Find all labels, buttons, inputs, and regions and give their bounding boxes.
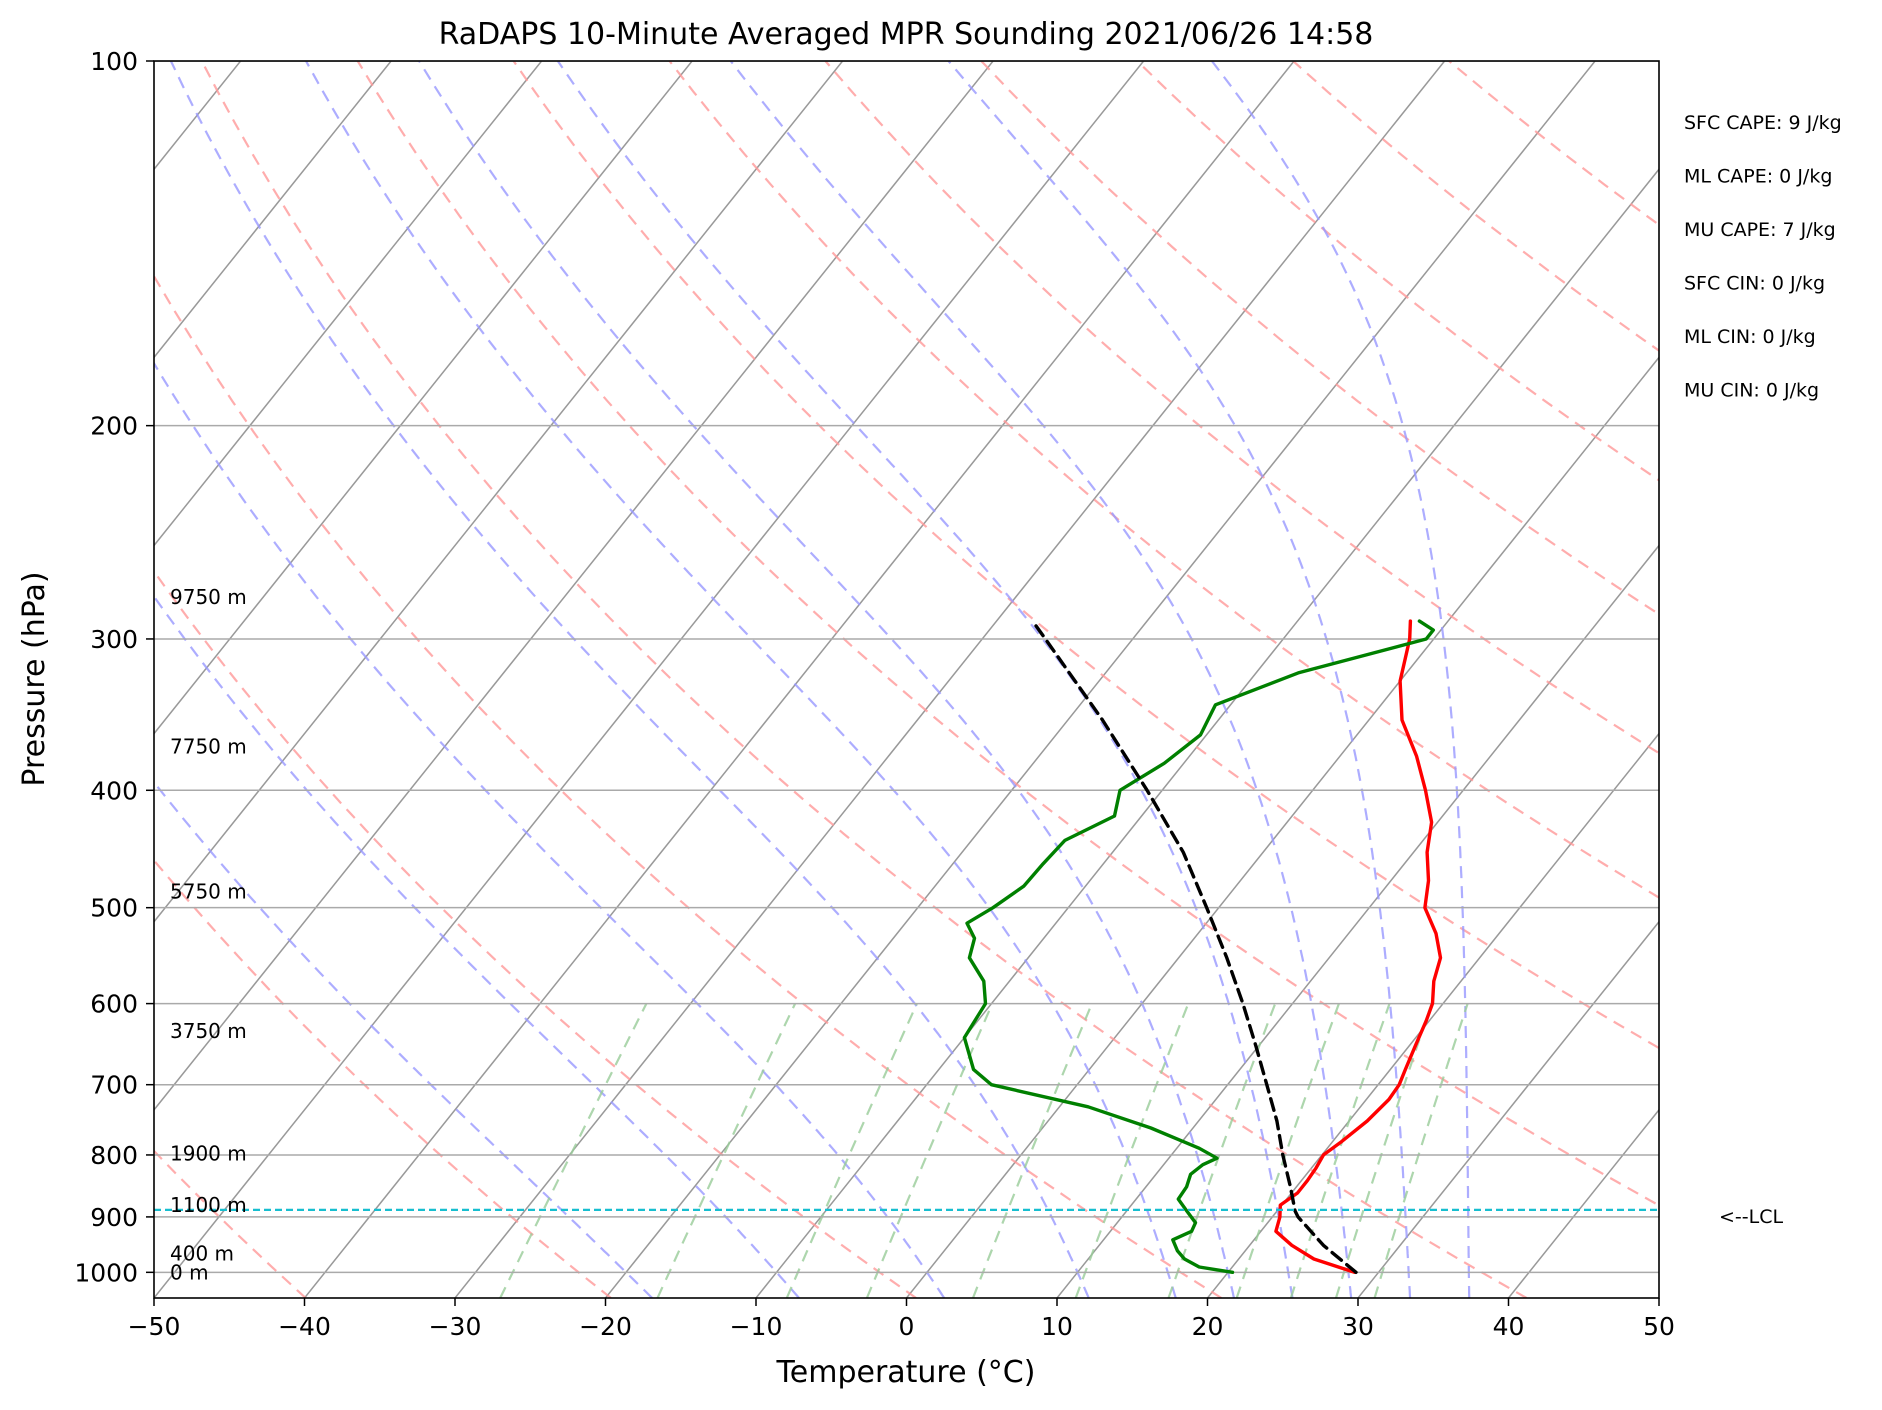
x-tick-label: 40 xyxy=(1493,1312,1525,1341)
x-tick-label: 0 xyxy=(899,1312,915,1341)
height-label: 3750 m xyxy=(170,1019,247,1043)
x-tick-label: 30 xyxy=(1342,1312,1374,1341)
stability-index: MU CAPE: 7 J/kg xyxy=(1684,219,1836,241)
x-axis-title: Temperature (°C) xyxy=(776,1355,1036,1390)
x-tick-label: −40 xyxy=(278,1312,331,1341)
stability-index: SFC CIN: 0 J/kg xyxy=(1684,273,1825,295)
y-tick-label: 600 xyxy=(90,990,138,1019)
x-tick-label: −30 xyxy=(429,1312,482,1341)
y-tick-label: 300 xyxy=(90,625,138,654)
x-tick-label: −10 xyxy=(730,1312,783,1341)
x-tick-label: 10 xyxy=(1041,1312,1073,1341)
stability-index: MU CIN: 0 J/kg xyxy=(1684,380,1819,402)
x-tick-label: −50 xyxy=(128,1312,181,1341)
y-axis-title: Pressure (hPa) xyxy=(17,571,52,786)
x-tick-label: 50 xyxy=(1643,1312,1675,1341)
height-label: 9750 m xyxy=(170,585,247,609)
chart-title: RaDAPS 10-Minute Averaged MPR Sounding 2… xyxy=(439,17,1374,52)
y-tick-label: 100 xyxy=(90,47,138,76)
stability-index: ML CIN: 0 J/kg xyxy=(1684,326,1816,348)
height-label: 0 m xyxy=(170,1260,209,1284)
stability-index: ML CAPE: 0 J/kg xyxy=(1684,166,1832,188)
y-tick-label: 800 xyxy=(90,1141,138,1170)
height-label: 5750 m xyxy=(170,880,247,904)
y-tick-label: 1000 xyxy=(74,1258,138,1287)
height-label: 1900 m xyxy=(170,1142,247,1166)
y-tick-label: 200 xyxy=(90,412,138,441)
x-tick-label: 20 xyxy=(1192,1312,1224,1341)
y-tick-label: 700 xyxy=(90,1071,138,1100)
height-label: 7750 m xyxy=(170,734,247,758)
x-tick-label: −20 xyxy=(579,1312,632,1341)
lcl-label: <--LCL xyxy=(1719,1206,1783,1228)
stability-index: SFC CAPE: 9 J/kg xyxy=(1684,112,1842,134)
y-tick-label: 400 xyxy=(90,776,138,805)
height-label: 1100 m xyxy=(170,1193,247,1217)
y-tick-label: 900 xyxy=(90,1203,138,1232)
y-tick-label: 500 xyxy=(90,894,138,923)
